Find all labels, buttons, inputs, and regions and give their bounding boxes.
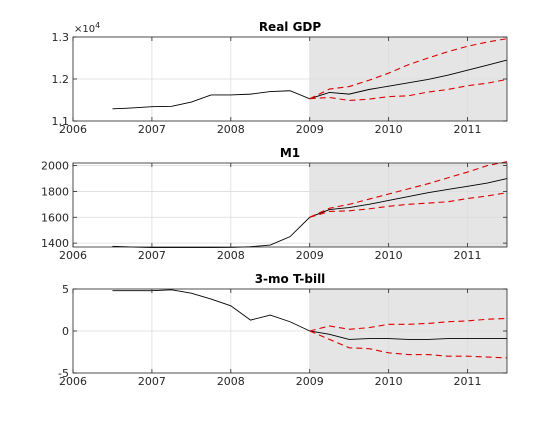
- panel-3: 2006 2007 2008 2009 2010 2011 -5 0 5 3-mo T-bill: [58, 272, 508, 388]
- panel-title: M1: [280, 146, 300, 160]
- x-tick-label: 2011: [454, 375, 482, 388]
- x-tick-label: 2008: [217, 375, 245, 388]
- x-tick-label: 2006: [59, 249, 87, 262]
- forecast-region: [309, 163, 507, 247]
- forecast-band-line: [309, 38, 508, 100]
- x-tick-label: 2010: [375, 123, 403, 136]
- x-tick-label: 2007: [138, 123, 166, 136]
- y-tick-label: -5: [58, 367, 69, 380]
- y-tick-label: 2000: [41, 160, 69, 173]
- y-tick-label: 1600: [41, 211, 69, 224]
- x-tick-label: 2006: [59, 375, 87, 388]
- x-tick-label: 2007: [138, 249, 166, 262]
- y-tick-label: 1400: [41, 237, 69, 250]
- x-tick-label: 2011: [454, 249, 482, 262]
- y-tick-label: 0: [62, 325, 69, 338]
- x-tick-label: 2011: [454, 123, 482, 136]
- y-tick-label: 1.3: [52, 31, 70, 44]
- forecast-band-line: [309, 161, 508, 218]
- y-tick-label: 1.2: [52, 73, 70, 86]
- y-exponent-label: ×104: [74, 21, 100, 35]
- y-tick-label: 5: [62, 283, 69, 296]
- x-tick-label: 2010: [375, 375, 403, 388]
- x-tick-label: 2008: [217, 249, 245, 262]
- x-tick-label: 2008: [217, 123, 245, 136]
- axes-box: [72, 162, 508, 248]
- x-tick-label: 2010: [375, 249, 403, 262]
- x-tick-label: 2009: [296, 375, 324, 388]
- x-tick-label: 2007: [138, 375, 166, 388]
- y-tick-label: 1.1: [52, 115, 70, 128]
- y-tick-label: 1800: [41, 185, 69, 198]
- panel-1: 2006 2007 2008 2009 2010 2011 1.1 1.2 1.3 ×104 Rea…: [52, 20, 508, 136]
- panel-title: 3-mo T-bill: [255, 272, 326, 286]
- forecast-band-line: [309, 78, 508, 101]
- panel-title: Real GDP: [259, 20, 322, 34]
- x-tick-label: 2006: [59, 123, 87, 136]
- forecast-band-line: [309, 330, 508, 359]
- y-exponent-power: 4: [95, 21, 100, 30]
- x-tick-label: 2009: [296, 123, 324, 136]
- panel-2: 2006 2007 2008 2009 2010 2011 1400 1600 1800 2000…: [41, 146, 508, 262]
- x-tick-label: 2009: [296, 249, 324, 262]
- forecast-band-line: [309, 317, 508, 332]
- forecast-band-line: [309, 192, 508, 218]
